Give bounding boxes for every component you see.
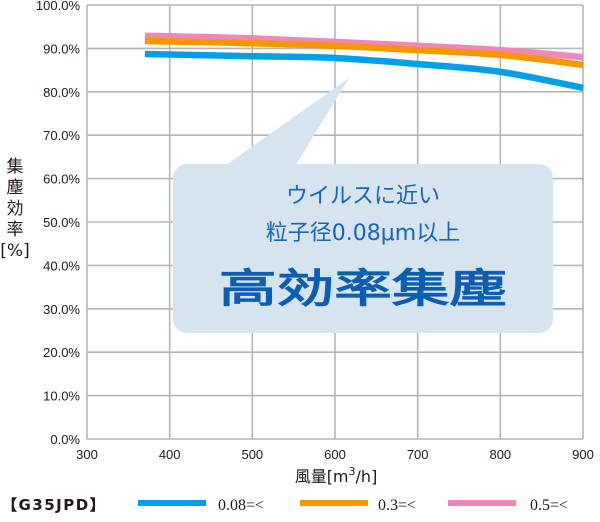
y-tick-label: 70.0% (43, 128, 80, 143)
legend-item: 0.5=< (448, 497, 568, 514)
y-tick-label: 80.0% (43, 85, 80, 100)
y-tick-label: 50.0% (43, 215, 80, 230)
legend-model-name: 【G35JPD】 (2, 496, 106, 514)
series-line-0_08 (144, 50, 584, 92)
y-axis-label-char: [%] (0, 241, 29, 261)
y-tick-label: 40.0% (43, 258, 80, 273)
callout-pointer (222, 78, 349, 168)
callout-headline: 高効率集塵 (219, 266, 507, 312)
x-tick-label: 700 (407, 447, 429, 462)
y-axis-label-char: 集 (7, 157, 24, 177)
y-tick-label: 100.0% (36, 0, 81, 13)
callout-line-1: ウイルスに近い (286, 184, 440, 209)
y-tick-label: 30.0% (43, 302, 80, 317)
data-series (144, 32, 584, 92)
legend-swatch (138, 500, 206, 506)
y-tick-label: 10.0% (43, 389, 80, 404)
y-axis-label-char: 効 (7, 199, 24, 219)
x-axis-label: 風量[m3/h] (295, 465, 378, 486)
y-tick-label: 0.0% (50, 432, 80, 447)
legend-label: 0.08=< (218, 497, 264, 514)
legend: 【G35JPD】 0.08=< 0.3=< 0.5=< (2, 496, 568, 514)
y-axis-label-char: 塵 (7, 178, 24, 198)
x-tick-label: 600 (324, 447, 346, 462)
x-tick-label: 300 (76, 447, 98, 462)
legend-swatch (448, 500, 516, 506)
y-tick-label: 90.0% (43, 41, 80, 56)
y-tick-label: 20.0% (43, 345, 80, 360)
callout-box (173, 164, 553, 333)
series-line-0_5 (144, 32, 584, 61)
x-axis-ticks: 300 400 500 600 700 800 900 (76, 447, 594, 462)
x-tick-label: 900 (572, 447, 594, 462)
x-tick-label: 400 (159, 447, 181, 462)
y-axis-ticks: 0.0% 10.0% 20.0% 30.0% 40.0% 50.0% 60.0% 70.0% 8… (36, 0, 81, 447)
callout: ウイルスに近い 粒子径0.08μm以上 高効率集塵 (173, 78, 553, 333)
legend-swatch (300, 500, 368, 506)
callout-line-2: 粒子径0.08μm以上 (266, 221, 460, 246)
y-axis-label-char: 率 (7, 220, 24, 240)
legend-label: 0.3=< (378, 497, 416, 514)
legend-item: 0.3=< (300, 497, 416, 514)
x-tick-label: 800 (489, 447, 511, 462)
legend-label: 0.5=< (530, 497, 568, 514)
series-line-0_3 (144, 37, 584, 69)
legend-item: 0.08=< (138, 497, 264, 514)
x-tick-label: 500 (241, 447, 263, 462)
y-tick-label: 60.0% (43, 172, 80, 187)
